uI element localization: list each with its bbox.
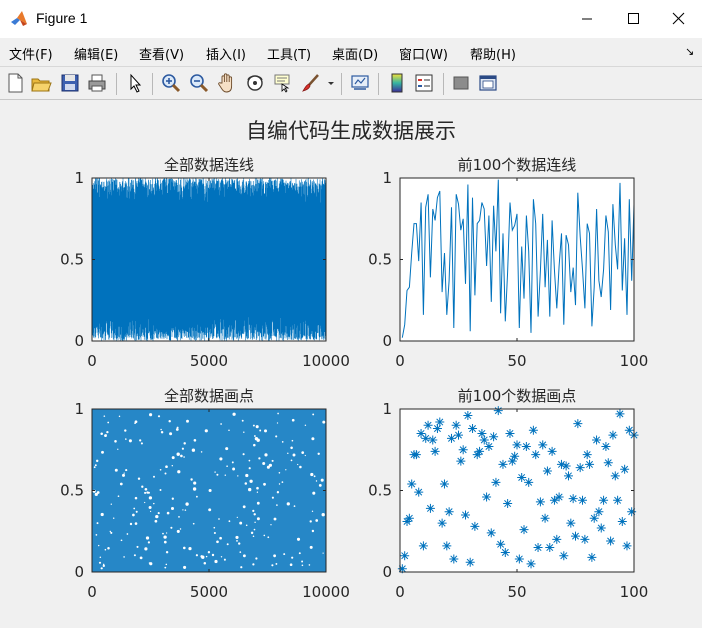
maximize-button[interactable] — [610, 0, 656, 38]
print-icon[interactable] — [86, 72, 108, 94]
menu-tools[interactable]: 工具(T) — [267, 48, 312, 63]
show-plot-tools-icon[interactable] — [477, 72, 499, 94]
menu-help[interactable]: 帮助(H) — [470, 48, 516, 63]
toolbar-separator — [152, 73, 153, 95]
maximize-icon — [628, 13, 639, 24]
menu-view[interactable]: 查看(V) — [139, 48, 185, 63]
close-button[interactable] — [656, 0, 702, 38]
legend-icon[interactable] — [413, 72, 435, 94]
pointer-icon[interactable] — [124, 72, 146, 94]
close-icon — [672, 12, 685, 25]
data-cursor-icon[interactable] — [272, 72, 294, 94]
toolbar-separator — [116, 73, 117, 95]
toolbar-separator — [378, 73, 379, 95]
matlab-logo-icon — [11, 11, 27, 26]
menu-insert[interactable]: 插入(I) — [206, 48, 246, 63]
menu-file[interactable]: 文件(F) — [9, 48, 53, 63]
menu-bar: 文件(F) 编辑(E) 查看(V) 插入(I) 工具(T) 桌面(D) 窗口(W… — [0, 38, 702, 66]
minimize-icon — [582, 18, 592, 20]
link-plot-icon[interactable] — [349, 72, 371, 94]
hide-plot-tools-icon[interactable] — [450, 72, 472, 94]
dock-arrow-icon[interactable]: ↘ — [685, 45, 695, 58]
save-icon[interactable] — [59, 72, 81, 94]
pan-hand-icon[interactable] — [216, 72, 238, 94]
zoom-in-icon[interactable] — [160, 72, 182, 94]
rotate-3d-icon[interactable] — [244, 72, 266, 94]
brush-icon[interactable] — [300, 72, 322, 94]
toolbar-separator — [341, 73, 342, 95]
toolbar-separator — [443, 73, 444, 95]
brush-dropdown-icon[interactable] — [325, 72, 337, 94]
figure-toolbar — [0, 66, 702, 100]
title-bar[interactable]: Figure 1 — [0, 0, 702, 38]
window-title: Figure 1 — [36, 10, 88, 26]
figure-canvas — [0, 100, 702, 628]
open-file-icon[interactable] — [30, 72, 52, 94]
colorbar-icon[interactable] — [386, 72, 408, 94]
new-figure-icon[interactable] — [4, 72, 26, 94]
menu-desktop[interactable]: 桌面(D) — [332, 48, 379, 63]
zoom-out-icon[interactable] — [188, 72, 210, 94]
figure-suptitle: 自编代码生成数据展示 — [246, 119, 456, 143]
menu-window[interactable]: 窗口(W) — [399, 48, 448, 63]
menu-edit[interactable]: 编辑(E) — [74, 48, 119, 63]
minimize-button[interactable] — [564, 0, 610, 38]
